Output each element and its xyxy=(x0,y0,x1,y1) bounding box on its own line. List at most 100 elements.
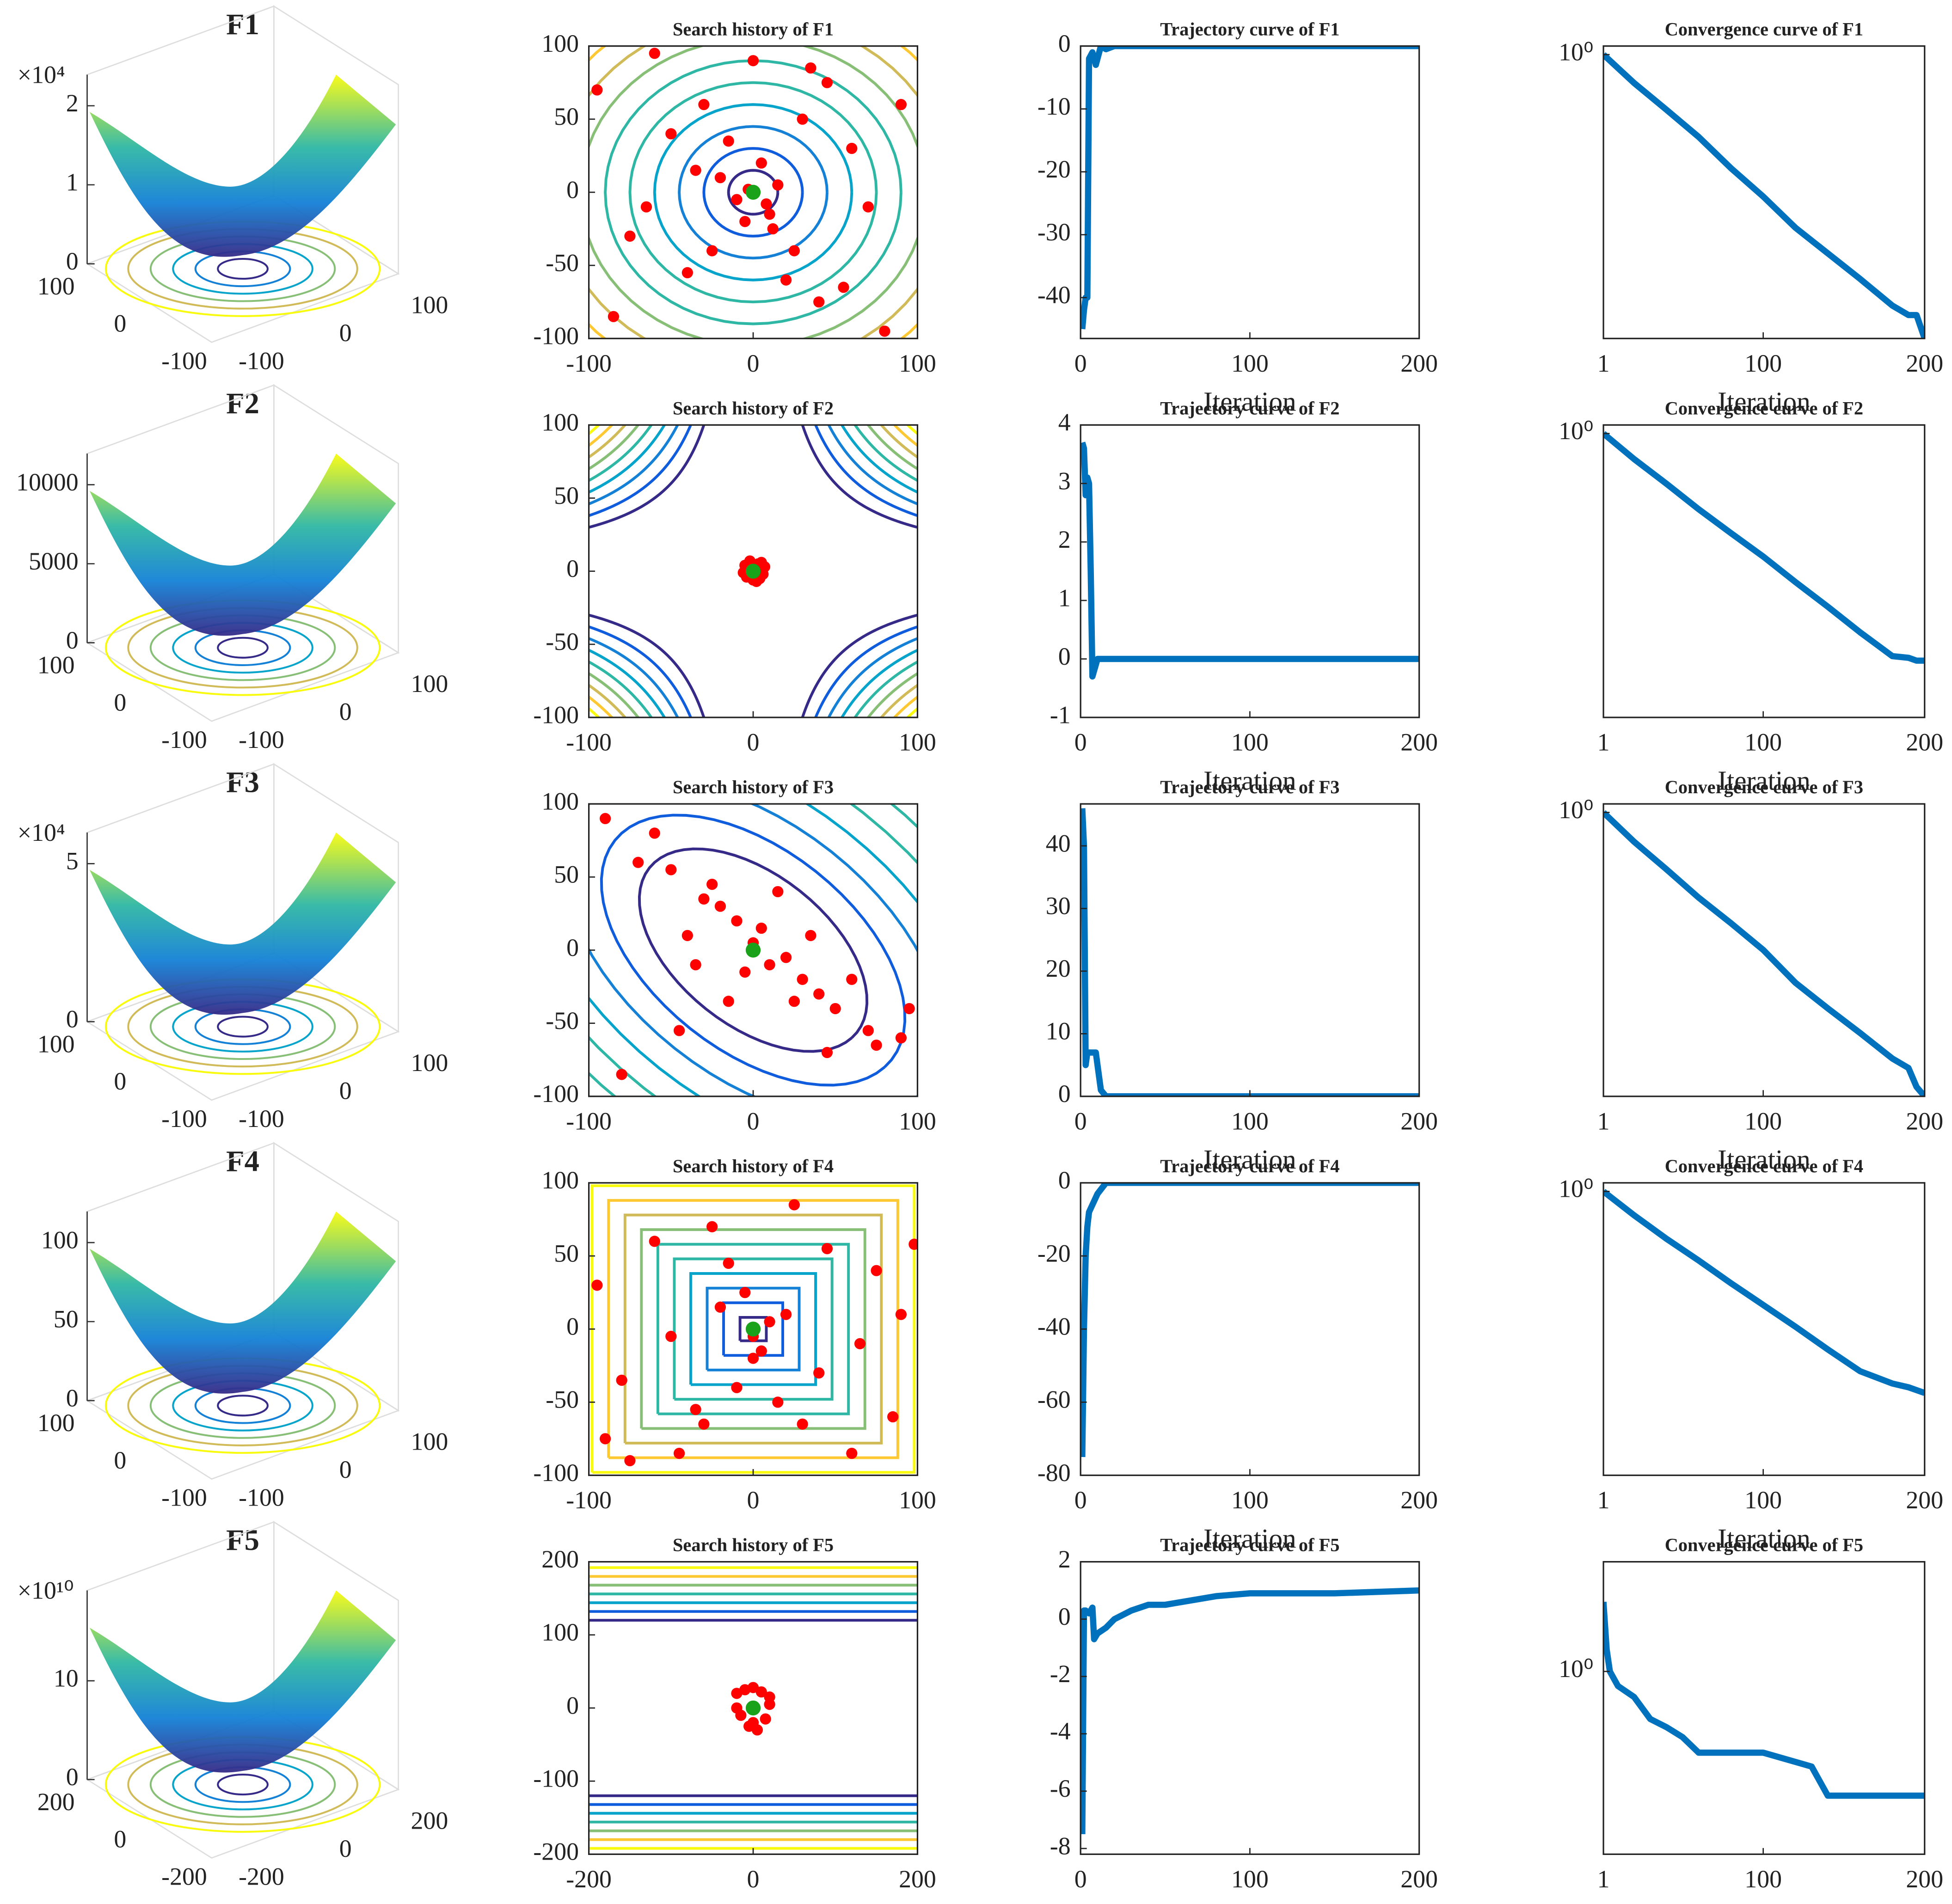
x-tick-label: 100 xyxy=(37,651,75,679)
contour-line xyxy=(853,425,918,482)
axes-box xyxy=(1080,1561,1420,1855)
x-tick-label: 100 xyxy=(1744,729,1782,756)
axes-box xyxy=(1080,1182,1420,1476)
subplot-title: Search history of F3 xyxy=(673,777,834,797)
search-point xyxy=(846,142,858,154)
search-point xyxy=(908,1238,918,1250)
search-point xyxy=(821,1047,833,1059)
y-tick-label: 50 xyxy=(554,103,579,130)
curve xyxy=(1603,52,1925,339)
search-point xyxy=(854,1338,866,1349)
base-contour xyxy=(217,1016,269,1038)
contour-line xyxy=(589,46,918,339)
y-tick-label: -60 xyxy=(1037,1386,1071,1414)
search-point xyxy=(665,1330,677,1342)
axes-box xyxy=(1602,1561,1926,1855)
axes-box xyxy=(1602,803,1926,1097)
search-point xyxy=(871,1265,882,1276)
z-multiplier: ×10⁴ xyxy=(18,61,65,88)
plot-area xyxy=(1080,441,1419,680)
curve xyxy=(1080,46,1419,330)
contour-line xyxy=(589,613,706,718)
plot-area xyxy=(589,1566,918,1850)
y-tick-label: 2 xyxy=(1058,526,1071,553)
search-point xyxy=(723,1257,734,1269)
search-point xyxy=(591,1280,603,1291)
contour-line xyxy=(656,1243,850,1415)
surface xyxy=(89,1590,396,1773)
contour-line xyxy=(814,625,918,718)
search-point xyxy=(764,1316,775,1328)
x-tick-label: 200 xyxy=(1400,1865,1438,1893)
contour-line xyxy=(827,425,918,505)
contour-line xyxy=(589,649,666,718)
subplot-title: Trajectory curve of F4 xyxy=(1160,1156,1339,1176)
base-contour xyxy=(217,1395,269,1417)
plot-area xyxy=(589,804,918,1096)
y-tick-label: 100 xyxy=(541,787,579,815)
subplot-title: Trajectory curve of F1 xyxy=(1160,19,1339,40)
z-tick-label: 0 xyxy=(66,1005,79,1033)
search-point xyxy=(665,128,677,140)
axes-box xyxy=(1080,424,1420,718)
search-point xyxy=(624,230,636,242)
plot-area xyxy=(1080,1182,1419,1457)
plot-area xyxy=(1603,1189,1925,1396)
contour-line xyxy=(589,707,600,718)
search-point xyxy=(805,62,816,74)
x-tick-label: 100 xyxy=(1744,1865,1782,1893)
contour-line xyxy=(589,672,639,718)
x-tick-label: 100 xyxy=(1744,349,1782,377)
x-tick-label: 200 xyxy=(1400,1107,1438,1135)
contour-line xyxy=(607,1199,899,1459)
axes-box xyxy=(1602,1182,1926,1476)
x-tick-label: 0 xyxy=(1074,1486,1087,1514)
search-point xyxy=(772,179,784,191)
y-tick-label: 0 xyxy=(1058,30,1071,57)
subplot-title: Search history of F2 xyxy=(673,398,834,418)
y-tick-label: -80 xyxy=(1037,1459,1071,1487)
y-tick-label: 0 xyxy=(1058,1166,1071,1194)
curve xyxy=(1603,431,1925,664)
best-point xyxy=(745,943,761,958)
contour-line xyxy=(589,425,639,470)
plot-area xyxy=(1080,1587,1419,1834)
x-tick-label: -200 xyxy=(161,1863,207,1891)
y-tick-label: -100 xyxy=(239,347,284,374)
search-point xyxy=(764,208,775,220)
x-tick-label: 100 xyxy=(1231,1486,1269,1514)
search-point xyxy=(895,1032,907,1044)
x-tick-label: 100 xyxy=(37,1030,75,1058)
subplot-title: Convergence curve of F2 xyxy=(1665,398,1863,418)
search-point xyxy=(780,1309,792,1320)
axes-box xyxy=(1080,803,1420,1097)
y-tick-label: 0 xyxy=(339,319,352,347)
y-tick-label: -4 xyxy=(1050,1717,1071,1745)
y-tick-label: 100 xyxy=(541,30,579,57)
y-tick-label: -50 xyxy=(546,249,579,276)
x-axis-label: Iteration xyxy=(1203,1144,1296,1175)
best-point xyxy=(745,563,761,579)
x-tick-label: 1 xyxy=(1597,1865,1610,1893)
axes-box xyxy=(588,803,919,1097)
y-tick-label: 200 xyxy=(541,1545,579,1573)
x-tick-label: 200 xyxy=(1906,349,1943,377)
y-tick-label: 0 xyxy=(339,1835,352,1862)
y-tick-label: 100 xyxy=(411,1428,448,1456)
x-tick-label: 100 xyxy=(899,349,936,377)
x-tick-label: 1 xyxy=(1597,1107,1610,1135)
subplot-title: Convergence curve of F4 xyxy=(1665,1156,1863,1176)
search-point xyxy=(821,77,833,88)
search-point xyxy=(780,274,792,286)
subplot-title: Trajectory curve of F2 xyxy=(1160,398,1339,418)
z-multiplier: ×10¹⁰ xyxy=(18,1576,74,1604)
curve xyxy=(1603,1189,1925,1396)
plot-area xyxy=(1080,808,1419,1096)
y-tick-label: 100 xyxy=(541,409,579,436)
x-tick-label: 0 xyxy=(1074,729,1087,756)
y-tick-label: 0 xyxy=(339,698,352,726)
search-point xyxy=(761,198,772,210)
y-tick-label: -100 xyxy=(239,1105,284,1133)
search-point xyxy=(846,1447,858,1459)
